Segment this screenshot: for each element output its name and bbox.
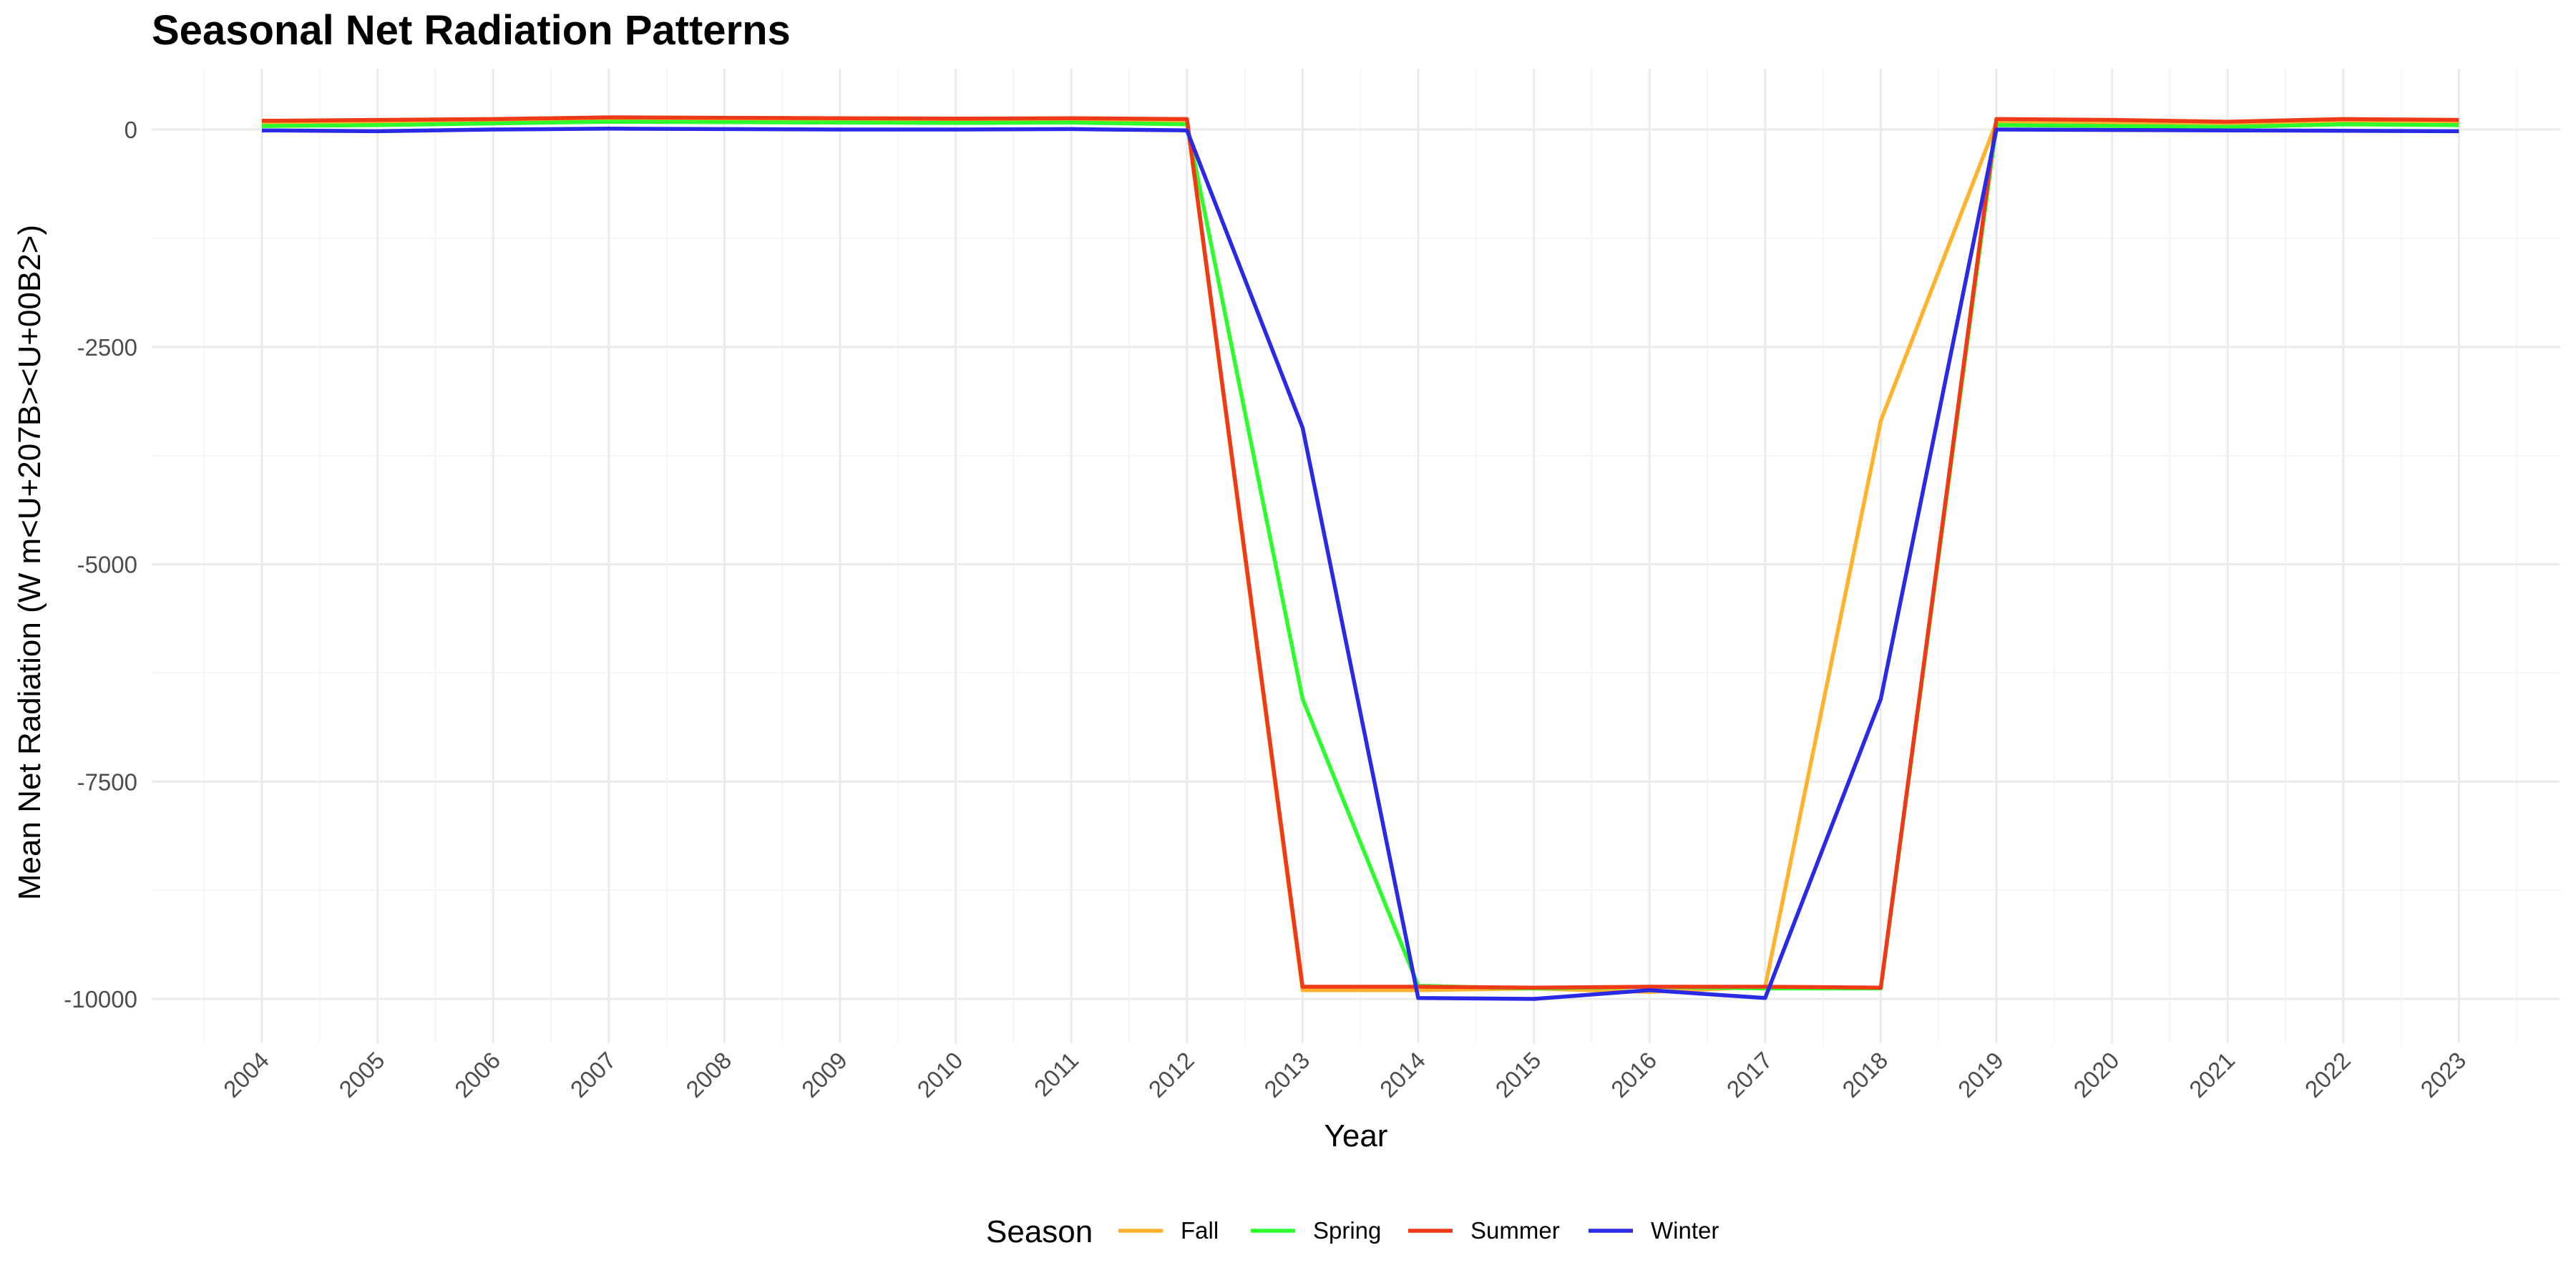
chart-title: Seasonal Net Radiation Patterns bbox=[152, 7, 791, 54]
y-axis-ticks: 0 -2500 -5000 -7500 -10000 bbox=[64, 117, 137, 1013]
x-tick-label: 2020 bbox=[2068, 1047, 2124, 1103]
x-tick-label: 2009 bbox=[796, 1047, 852, 1103]
y-tick-label: -5000 bbox=[77, 552, 137, 578]
y-tick-label: -10000 bbox=[64, 986, 137, 1013]
x-tick-label: 2021 bbox=[2184, 1047, 2240, 1103]
x-tick-label: 2007 bbox=[565, 1047, 621, 1103]
y-tick-label: -2500 bbox=[77, 334, 137, 361]
x-tick-label: 2019 bbox=[1953, 1047, 2009, 1103]
x-tick-label: 2008 bbox=[680, 1047, 736, 1103]
x-tick-label: 2013 bbox=[1259, 1047, 1314, 1103]
x-tick-label: 2005 bbox=[333, 1047, 389, 1103]
x-tick-label: 2014 bbox=[1375, 1047, 1430, 1103]
y-tick-label: 0 bbox=[125, 117, 137, 143]
grid bbox=[152, 69, 2560, 1043]
series-lines bbox=[261, 115, 2459, 1001]
y-axis-title: Mean Net Radiation (W m<U+207B><U+00B2>) bbox=[12, 225, 47, 900]
x-axis-title: Year bbox=[1324, 1118, 1388, 1153]
legend-title: Season bbox=[986, 1214, 1093, 1249]
x-tick-label: 2015 bbox=[1490, 1047, 1546, 1103]
y-tick-label: -7500 bbox=[77, 769, 137, 795]
series-line-summer bbox=[261, 115, 2459, 990]
x-tick-label: 2018 bbox=[1837, 1047, 1893, 1103]
series-line-spring bbox=[261, 119, 2459, 991]
x-axis-ticks: 2004 2005 2006 2007 2008 2009 2010 2011 2012 2013… bbox=[218, 1047, 2471, 1103]
x-tick-label: 2016 bbox=[1606, 1047, 1662, 1103]
x-tick-label: 2011 bbox=[1029, 1047, 1083, 1101]
x-tick-label: 2006 bbox=[449, 1047, 505, 1103]
x-tick-label: 2022 bbox=[2300, 1047, 2356, 1103]
x-tick-label: 2023 bbox=[2415, 1047, 2471, 1103]
x-tick-label: 2017 bbox=[1722, 1047, 1777, 1103]
x-tick-label: 2010 bbox=[912, 1047, 967, 1103]
legend-label-fall: Fall bbox=[1181, 1217, 1219, 1244]
x-tick-label: 2004 bbox=[218, 1047, 274, 1103]
x-tick-label: 2012 bbox=[1143, 1047, 1199, 1103]
legend-label-spring: Spring bbox=[1313, 1217, 1381, 1244]
legend-label-winter: Winter bbox=[1651, 1217, 1719, 1244]
legend-label-summer: Summer bbox=[1470, 1217, 1560, 1244]
legend: Season Fall Spring Summer Winter bbox=[986, 1214, 1719, 1249]
series-line-winter bbox=[261, 127, 2459, 1001]
